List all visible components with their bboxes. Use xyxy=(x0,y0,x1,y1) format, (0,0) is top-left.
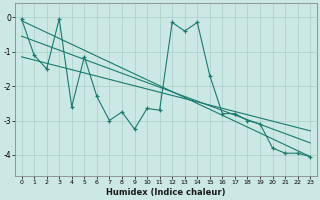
X-axis label: Humidex (Indice chaleur): Humidex (Indice chaleur) xyxy=(106,188,226,197)
